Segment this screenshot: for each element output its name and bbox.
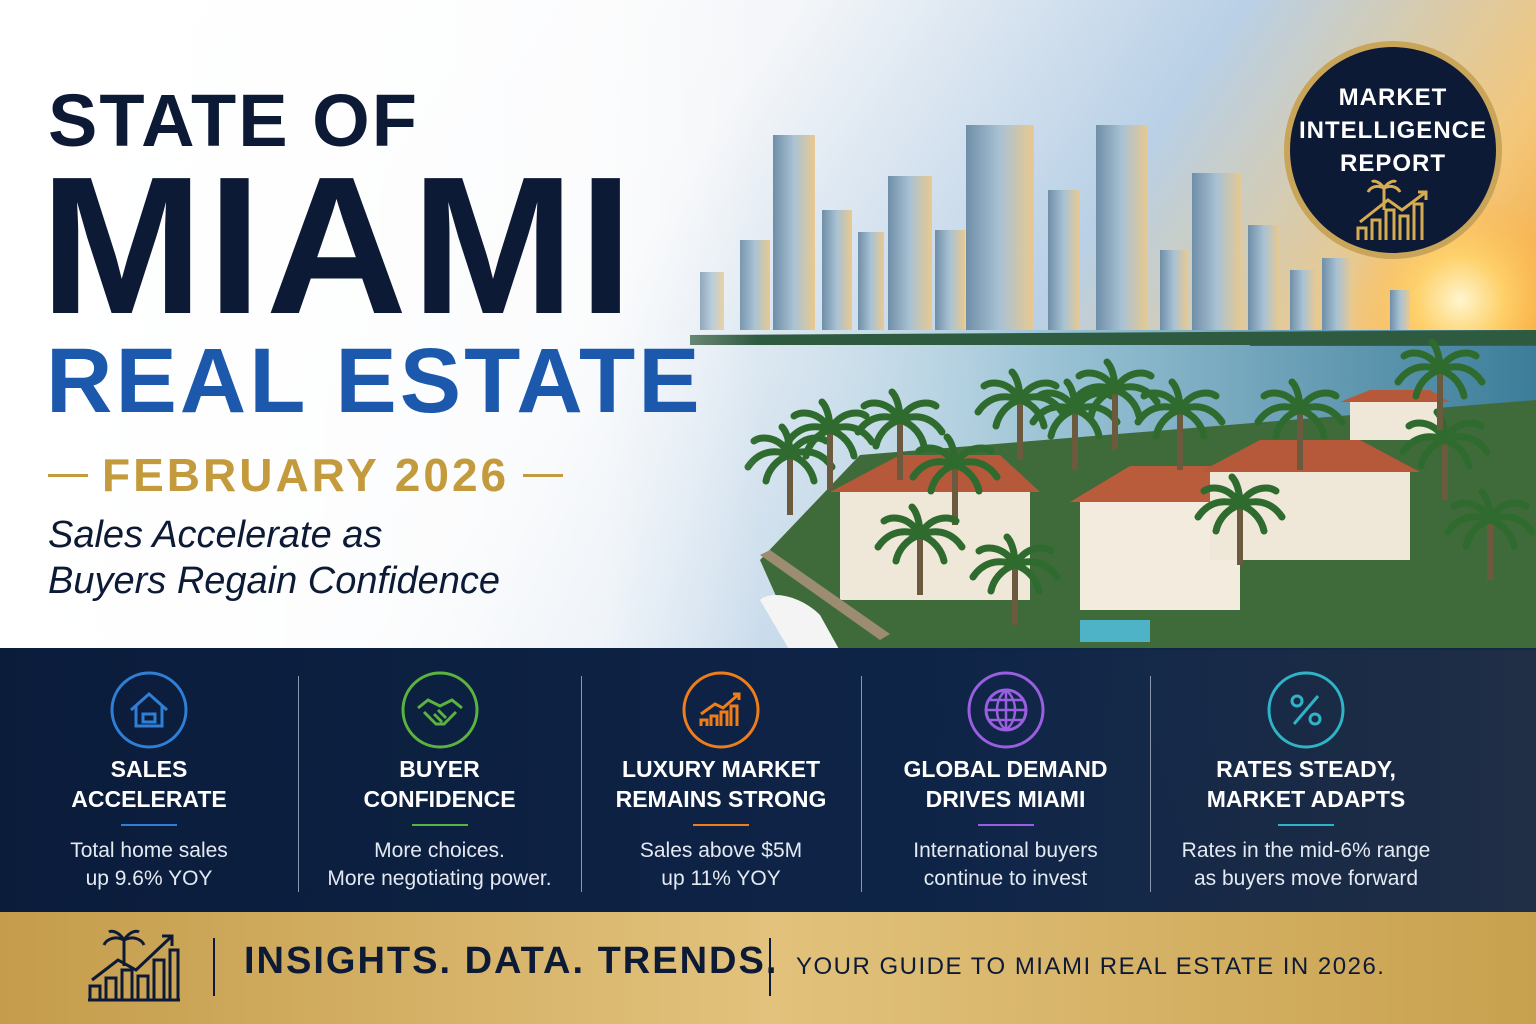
title-line: LUXURY MARKET [621,756,821,782]
badge-icon [1356,179,1428,240]
tagline: INSIGHTS. DATA. TRENDS. [244,940,779,982]
highlight-title: GLOBAL DEMAND DRIVES MIAMI [861,754,1150,814]
badge-text: INTELLIGENCE [1298,117,1487,144]
underline [121,824,177,826]
text-line: continue to invest [923,867,1088,890]
date-row: FEBRUARY 2026 [48,448,564,502]
icon-handshake [401,671,478,749]
subtitle: Sales Accelerate as Buyers Regain Confide… [48,512,500,604]
shoreline [690,330,1536,345]
icon-house [110,671,188,749]
footer [0,912,1536,1024]
text-line: More choices. [374,839,505,862]
skyline [700,125,1410,330]
subtitle-line: Sales Accelerate as [48,514,383,556]
footer-icon [88,929,180,1002]
text-line: Sales above $5M [639,839,803,862]
footer-separator [769,938,771,996]
title-line: MARKET ADAPTS [1206,786,1406,812]
title-line: DRIVES MIAMI [925,786,1086,812]
underline [977,824,1034,826]
dash [48,473,88,477]
text-line: More negotiating power. [327,867,552,890]
separator [861,676,862,892]
underline [411,824,468,826]
icon-growth [682,671,760,749]
highlight-title: RATES STEADY, MARKET ADAPTS [1150,754,1462,814]
highlight: SALES ACCELERATE Total home sales up 9.6% … [0,648,298,912]
highlight-title: SALES ACCELERATE [0,754,298,814]
dash [523,473,564,477]
title-line: CONFIDENCE [363,786,516,812]
title-line: GLOBAL DEMAND [903,756,1108,782]
title-line: BUYER [399,756,480,782]
badge-text: REPORT [1339,150,1446,177]
title-line: STATE OF [48,79,419,162]
highlight-text: More choices. More negotiating power. [298,837,581,893]
text-line: up 11% YOY [661,867,781,890]
icon-percent [1267,671,1345,749]
highlight-text: Rates in the mid-6% range as buyers move … [1150,837,1462,893]
highlight: GLOBAL DEMAND DRIVES MIAMI International … [861,648,1150,912]
separator [581,676,582,892]
subtitle-line: Buyers Regain Confidence [48,560,501,602]
underline [693,824,749,826]
title-line: RATES STEADY, [1216,756,1396,782]
text-line: Total home sales [70,839,228,862]
highlight: LUXURY MARKET REMAINS STRONG Sales above … [581,648,861,912]
separator [1150,676,1151,892]
text-line: International buyers [913,839,1098,862]
title-line: ACCELERATE [71,786,227,812]
highlights-band [0,648,1536,912]
left-fade [0,0,760,648]
separator [298,676,299,892]
title-line: REAL ESTATE [46,330,703,432]
highlight: RATES STEADY, MARKET ADAPTS Rates in the … [1150,648,1462,912]
badge [1284,41,1502,259]
highlight: BUYER CONFIDENCE More choices. More negoti… [298,648,581,912]
highlight-title: LUXURY MARKET REMAINS STRONG [581,754,861,814]
highlight-title: BUYER CONFIDENCE [298,754,581,814]
title-main: MIAMI [40,136,637,355]
badge-text: MARKET [1338,84,1448,111]
text-line: up 9.6% YOY [85,867,213,890]
title-line: SALES [110,756,188,782]
icon-globe [967,671,1044,749]
text-line: Rates in the mid-6% range [1181,839,1431,862]
houses [760,390,1450,668]
highlight-text: International buyers continue to invest [861,837,1150,893]
text-line: as buyers move forward [1193,867,1419,890]
underline [1278,824,1334,826]
guide: YOUR GUIDE TO MIAMI REAL ESTATE IN 2026. [796,953,1386,980]
title-line: REMAINS STRONG [615,786,827,812]
date: FEBRUARY 2026 [102,449,510,501]
highlight-text: Sales above $5M up 11% YOY [581,837,861,893]
highlight-text: Total home sales up 9.6% YOY [0,837,298,893]
footer-separator [213,938,215,996]
